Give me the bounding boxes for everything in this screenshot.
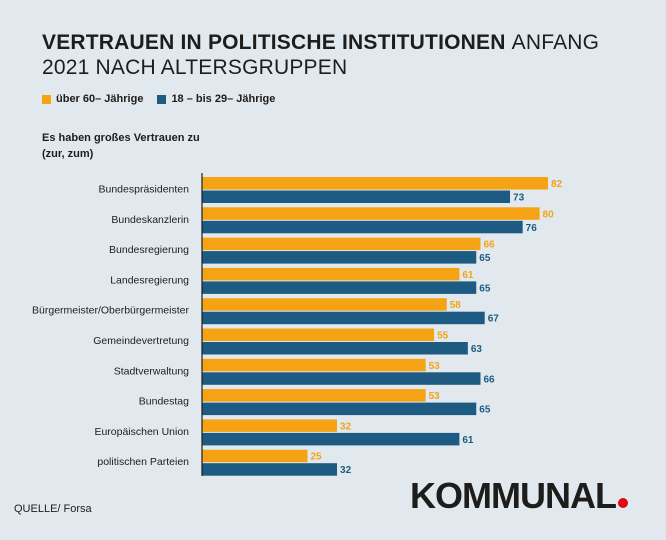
data-label: 80 [543,209,555,220]
data-label: 65 [479,283,491,294]
bar-series-b [202,402,477,416]
data-label: 65 [479,253,491,264]
bar-series-b [202,190,511,203]
bar-series-a [202,419,338,432]
category-label: Europäischen Union [94,426,189,438]
data-label: 73 [513,193,525,204]
bar-series-a [202,267,460,281]
kommunal-logo: KOMMUNAL [410,475,628,517]
chart-subtitle: Es haben großes Vertrauen zu (zur, zum) [42,132,200,160]
bar-series-b [202,432,460,446]
category-label: Gemeindevertretung [93,335,189,347]
bar-series-b [202,342,468,355]
data-label: 63 [471,344,483,355]
data-label: 61 [462,270,474,281]
data-label: 32 [340,421,352,432]
category-label: Landesregierung [110,274,189,286]
legend-label-series-a: über 60– Jährige [56,93,144,105]
legend-item-series-a: über 60– Jährige [42,93,143,105]
data-label: 53 [429,361,441,372]
bar-series-b [202,311,485,325]
data-label: 55 [437,331,449,342]
legend-item-series-b: 18 – bis 29– Jährige [157,93,275,105]
chart-title: VERTRAUEN IN POLITISCHE INSTITUTIONEN AN… [42,30,652,80]
bar-series-a [202,177,548,190]
category-label: Bundeskanzlerin [111,214,189,226]
category-label: Stadtverwaltung [114,365,189,377]
bar-series-b [202,372,481,385]
category-label: politischen Parteien [97,456,189,468]
data-label: 53 [429,391,441,402]
bar-series-a [202,328,435,341]
bar-series-b [202,251,477,264]
data-label: 66 [483,374,495,385]
data-label: 76 [526,223,538,234]
bar-series-a [202,298,447,311]
logo-text: KOMMUNAL [410,475,617,516]
data-label: 65 [479,405,491,416]
data-label: 61 [462,435,474,446]
bar-series-b [202,281,477,294]
bar-series-a [202,389,426,402]
legend-swatch-series-b [157,94,167,104]
data-label: 58 [450,300,462,311]
category-label: Bürgermeister/Oberbürgermeister [32,305,189,317]
data-label: 25 [310,452,322,463]
bar-series-b [202,220,523,234]
bar-series-a [202,449,308,463]
data-label: 32 [340,465,352,476]
legend-label-series-b: 18 – bis 29– Jährige [171,93,276,105]
source-note: QUELLE/ Forsa [14,503,92,515]
chart-title-light: ANFANG 2021 NACH ALTERSGRUPPEN [42,31,600,79]
category-label: Bundestag [139,396,189,408]
category-label: Bundespräsidenten [99,184,190,196]
bar-series-a [202,237,481,251]
category-label: Bundesregierung [109,244,189,256]
data-label: 82 [551,179,563,190]
data-label: 66 [483,240,495,251]
logo-dot-icon [617,498,628,508]
bar-series-a [202,358,426,372]
chart-title-bold: VERTRAUEN IN POLITISCHE INSTITUTIONEN [42,31,506,54]
legend-swatch-series-a [42,94,51,104]
chart-legend: über 60– Jährige 18 – bis 29– Jährige [42,93,275,105]
bar-series-a [202,207,540,220]
bar-series-b [202,463,338,476]
data-label: 67 [488,314,500,325]
